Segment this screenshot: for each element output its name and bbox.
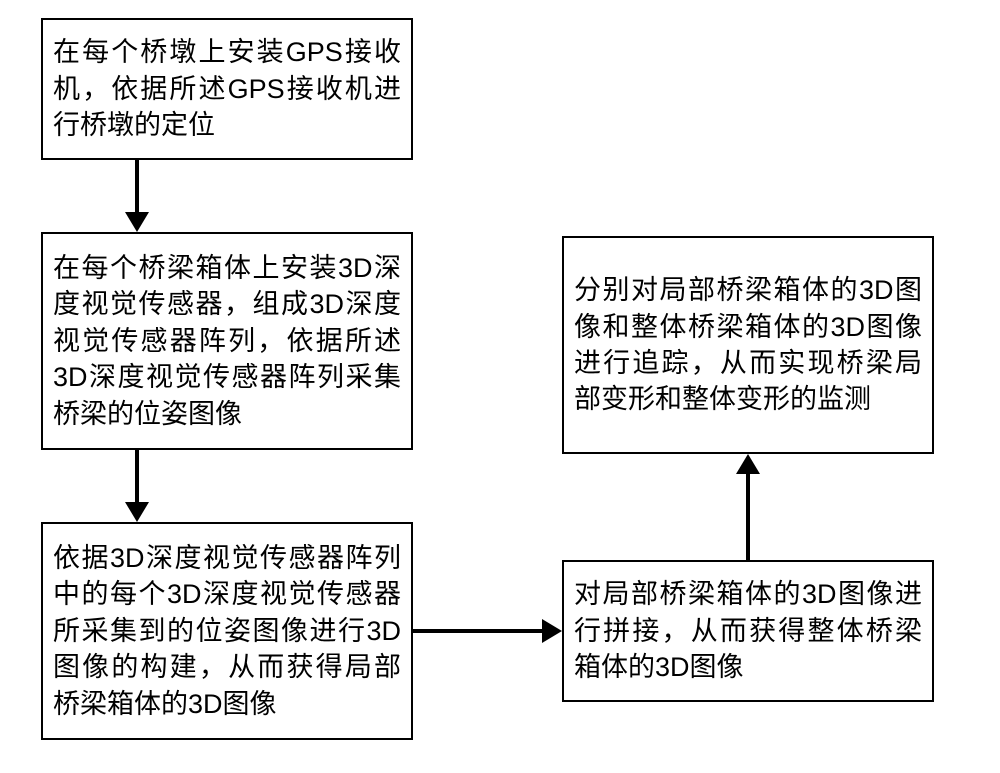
arrow-1-2-line [135, 160, 139, 212]
flow-node-1: 在每个桥墩上安装GPS接收机，依据所述GPS接收机进行桥墩的定位 [41, 18, 413, 160]
arrow-4-5-line [746, 474, 750, 560]
flow-node-3-text: 依据3D深度视觉传感器阵列中的每个3D深度视觉传感器所采集到的位姿图像进行3D图… [53, 540, 401, 722]
arrow-2-3-line [135, 450, 139, 502]
flow-node-5: 分别对局部桥梁箱体的3D图像和整体桥梁箱体的3D图像进行追踪，从而实现桥梁局部变… [562, 236, 934, 454]
flow-node-4: 对局部桥梁箱体的3D图像进行拼接，从而获得整体桥梁箱体的3D图像 [562, 560, 934, 702]
arrow-3-4-head [542, 619, 562, 643]
arrow-2-3-head [125, 502, 149, 522]
flow-node-1-text: 在每个桥墩上安装GPS接收机，依据所述GPS接收机进行桥墩的定位 [53, 34, 401, 143]
flow-node-2-text: 在每个桥梁箱体上安装3D深度视觉传感器，组成3D深度视觉传感器阵列，依据所述3D… [53, 250, 401, 432]
flow-node-3: 依据3D深度视觉传感器阵列中的每个3D深度视觉传感器所采集到的位姿图像进行3D图… [41, 522, 413, 740]
flow-node-2: 在每个桥梁箱体上安装3D深度视觉传感器，组成3D深度视觉传感器阵列，依据所述3D… [41, 232, 413, 450]
arrow-4-5-head [736, 454, 760, 474]
flow-node-4-text: 对局部桥梁箱体的3D图像进行拼接，从而获得整体桥梁箱体的3D图像 [574, 576, 922, 685]
arrow-1-2-head [125, 212, 149, 232]
flow-node-5-text: 分别对局部桥梁箱体的3D图像和整体桥梁箱体的3D图像进行追踪，从而实现桥梁局部变… [574, 272, 922, 418]
arrow-3-4-line [413, 629, 542, 633]
